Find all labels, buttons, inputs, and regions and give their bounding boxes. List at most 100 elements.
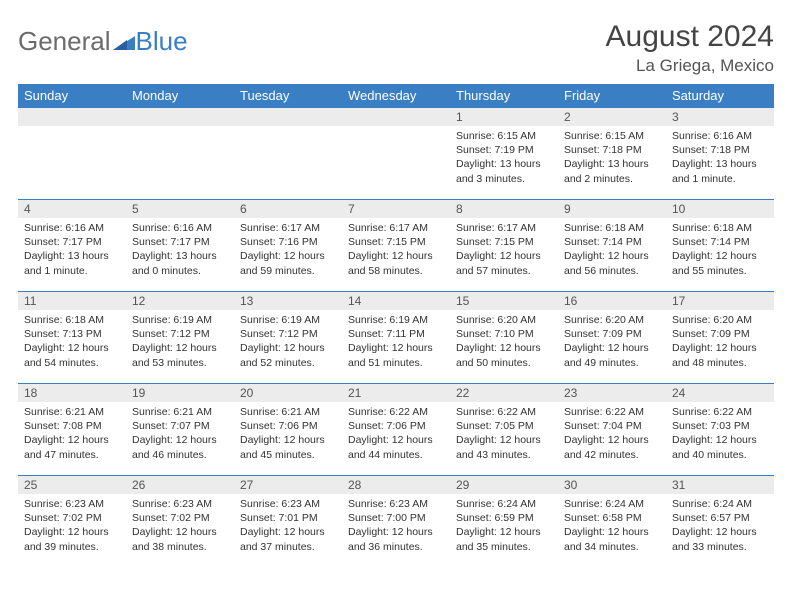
- sunset-text: Sunset: 7:02 PM: [24, 511, 120, 525]
- day-number: 17: [666, 291, 774, 310]
- day-number: [18, 107, 126, 126]
- daylight-text: Daylight: 12 hours and 46 minutes.: [132, 433, 228, 461]
- day-details: Sunrise: 6:17 AMSunset: 7:16 PMDaylight:…: [234, 218, 342, 280]
- day-number: 3: [666, 107, 774, 126]
- day-number: 24: [666, 383, 774, 402]
- calendar-day-cell: 2Sunrise: 6:15 AMSunset: 7:18 PMDaylight…: [558, 107, 666, 199]
- calendar-week-row: 25Sunrise: 6:23 AMSunset: 7:02 PMDayligh…: [18, 475, 774, 567]
- sunset-text: Sunset: 7:18 PM: [672, 143, 768, 157]
- calendar-day-cell: 16Sunrise: 6:20 AMSunset: 7:09 PMDayligh…: [558, 291, 666, 383]
- calendar-day-cell: 31Sunrise: 6:24 AMSunset: 6:57 PMDayligh…: [666, 475, 774, 567]
- day-number: 4: [18, 199, 126, 218]
- calendar-day-cell: 10Sunrise: 6:18 AMSunset: 7:14 PMDayligh…: [666, 199, 774, 291]
- sunrise-text: Sunrise: 6:15 AM: [564, 129, 660, 143]
- day-details: Sunrise: 6:19 AMSunset: 7:12 PMDaylight:…: [234, 310, 342, 372]
- day-number: 29: [450, 475, 558, 494]
- sunset-text: Sunset: 7:09 PM: [564, 327, 660, 341]
- day-number: 22: [450, 383, 558, 402]
- calendar-day-cell: 9Sunrise: 6:18 AMSunset: 7:14 PMDaylight…: [558, 199, 666, 291]
- calendar-day-cell: 19Sunrise: 6:21 AMSunset: 7:07 PMDayligh…: [126, 383, 234, 475]
- day-details: Sunrise: 6:20 AMSunset: 7:09 PMDaylight:…: [666, 310, 774, 372]
- daylight-text: Daylight: 12 hours and 51 minutes.: [348, 341, 444, 369]
- day-number: 23: [558, 383, 666, 402]
- day-number: [234, 107, 342, 126]
- day-number: 6: [234, 199, 342, 218]
- sunrise-text: Sunrise: 6:23 AM: [132, 497, 228, 511]
- day-details: Sunrise: 6:18 AMSunset: 7:14 PMDaylight:…: [558, 218, 666, 280]
- day-details: Sunrise: 6:19 AMSunset: 7:11 PMDaylight:…: [342, 310, 450, 372]
- location-label: La Griega, Mexico: [606, 56, 774, 76]
- sunrise-text: Sunrise: 6:16 AM: [672, 129, 768, 143]
- sunset-text: Sunset: 7:11 PM: [348, 327, 444, 341]
- daylight-text: Daylight: 12 hours and 43 minutes.: [456, 433, 552, 461]
- day-details: Sunrise: 6:22 AMSunset: 7:03 PMDaylight:…: [666, 402, 774, 464]
- calendar-day-cell: 6Sunrise: 6:17 AMSunset: 7:16 PMDaylight…: [234, 199, 342, 291]
- day-details: [234, 126, 342, 131]
- sunset-text: Sunset: 7:14 PM: [672, 235, 768, 249]
- day-details: Sunrise: 6:17 AMSunset: 7:15 PMDaylight:…: [450, 218, 558, 280]
- logo-text-2: Blue: [136, 26, 188, 57]
- sunrise-text: Sunrise: 6:19 AM: [132, 313, 228, 327]
- sunrise-text: Sunrise: 6:15 AM: [456, 129, 552, 143]
- sunset-text: Sunset: 7:01 PM: [240, 511, 336, 525]
- day-details: [18, 126, 126, 131]
- day-number: 2: [558, 107, 666, 126]
- daylight-text: Daylight: 12 hours and 48 minutes.: [672, 341, 768, 369]
- sunrise-text: Sunrise: 6:17 AM: [348, 221, 444, 235]
- calendar-day-cell: 23Sunrise: 6:22 AMSunset: 7:04 PMDayligh…: [558, 383, 666, 475]
- daylight-text: Daylight: 12 hours and 45 minutes.: [240, 433, 336, 461]
- day-number: 5: [126, 199, 234, 218]
- daylight-text: Daylight: 12 hours and 33 minutes.: [672, 525, 768, 553]
- daylight-text: Daylight: 12 hours and 53 minutes.: [132, 341, 228, 369]
- calendar-day-cell: 22Sunrise: 6:22 AMSunset: 7:05 PMDayligh…: [450, 383, 558, 475]
- daylight-text: Daylight: 12 hours and 55 minutes.: [672, 249, 768, 277]
- day-number: 8: [450, 199, 558, 218]
- sunrise-text: Sunrise: 6:17 AM: [240, 221, 336, 235]
- day-number: 20: [234, 383, 342, 402]
- calendar-day-cell: 12Sunrise: 6:19 AMSunset: 7:12 PMDayligh…: [126, 291, 234, 383]
- calendar-week-row: 1Sunrise: 6:15 AMSunset: 7:19 PMDaylight…: [18, 107, 774, 199]
- calendar-day-cell: 13Sunrise: 6:19 AMSunset: 7:12 PMDayligh…: [234, 291, 342, 383]
- calendar-day-cell: [342, 107, 450, 199]
- day-details: [126, 126, 234, 131]
- day-details: Sunrise: 6:22 AMSunset: 7:05 PMDaylight:…: [450, 402, 558, 464]
- sunrise-text: Sunrise: 6:19 AM: [240, 313, 336, 327]
- daylight-text: Daylight: 12 hours and 38 minutes.: [132, 525, 228, 553]
- day-details: Sunrise: 6:24 AMSunset: 6:58 PMDaylight:…: [558, 494, 666, 556]
- sunset-text: Sunset: 7:06 PM: [240, 419, 336, 433]
- day-details: Sunrise: 6:16 AMSunset: 7:17 PMDaylight:…: [18, 218, 126, 280]
- daylight-text: Daylight: 12 hours and 54 minutes.: [24, 341, 120, 369]
- sunset-text: Sunset: 7:19 PM: [456, 143, 552, 157]
- sunrise-text: Sunrise: 6:24 AM: [564, 497, 660, 511]
- daylight-text: Daylight: 12 hours and 42 minutes.: [564, 433, 660, 461]
- sunrise-text: Sunrise: 6:24 AM: [456, 497, 552, 511]
- day-details: Sunrise: 6:22 AMSunset: 7:06 PMDaylight:…: [342, 402, 450, 464]
- daylight-text: Daylight: 13 hours and 0 minutes.: [132, 249, 228, 277]
- day-details: Sunrise: 6:20 AMSunset: 7:10 PMDaylight:…: [450, 310, 558, 372]
- sunset-text: Sunset: 7:05 PM: [456, 419, 552, 433]
- day-details: Sunrise: 6:16 AMSunset: 7:17 PMDaylight:…: [126, 218, 234, 280]
- sunset-text: Sunset: 7:15 PM: [456, 235, 552, 249]
- sunrise-text: Sunrise: 6:22 AM: [348, 405, 444, 419]
- sunrise-text: Sunrise: 6:19 AM: [348, 313, 444, 327]
- daylight-text: Daylight: 12 hours and 50 minutes.: [456, 341, 552, 369]
- calendar-day-cell: 30Sunrise: 6:24 AMSunset: 6:58 PMDayligh…: [558, 475, 666, 567]
- day-number: 21: [342, 383, 450, 402]
- sunset-text: Sunset: 7:08 PM: [24, 419, 120, 433]
- day-number: 13: [234, 291, 342, 310]
- calendar-day-cell: 4Sunrise: 6:16 AMSunset: 7:17 PMDaylight…: [18, 199, 126, 291]
- sunset-text: Sunset: 7:02 PM: [132, 511, 228, 525]
- sunset-text: Sunset: 7:12 PM: [240, 327, 336, 341]
- sunrise-text: Sunrise: 6:16 AM: [132, 221, 228, 235]
- day-details: Sunrise: 6:20 AMSunset: 7:09 PMDaylight:…: [558, 310, 666, 372]
- day-number: 12: [126, 291, 234, 310]
- sunrise-text: Sunrise: 6:22 AM: [672, 405, 768, 419]
- sunset-text: Sunset: 7:06 PM: [348, 419, 444, 433]
- day-number: 9: [558, 199, 666, 218]
- sunset-text: Sunset: 6:59 PM: [456, 511, 552, 525]
- sunrise-text: Sunrise: 6:18 AM: [564, 221, 660, 235]
- page-header: General Blue August 2024 La Griega, Mexi…: [18, 20, 774, 76]
- sunrise-text: Sunrise: 6:22 AM: [456, 405, 552, 419]
- calendar-day-cell: 27Sunrise: 6:23 AMSunset: 7:01 PMDayligh…: [234, 475, 342, 567]
- sunrise-text: Sunrise: 6:23 AM: [348, 497, 444, 511]
